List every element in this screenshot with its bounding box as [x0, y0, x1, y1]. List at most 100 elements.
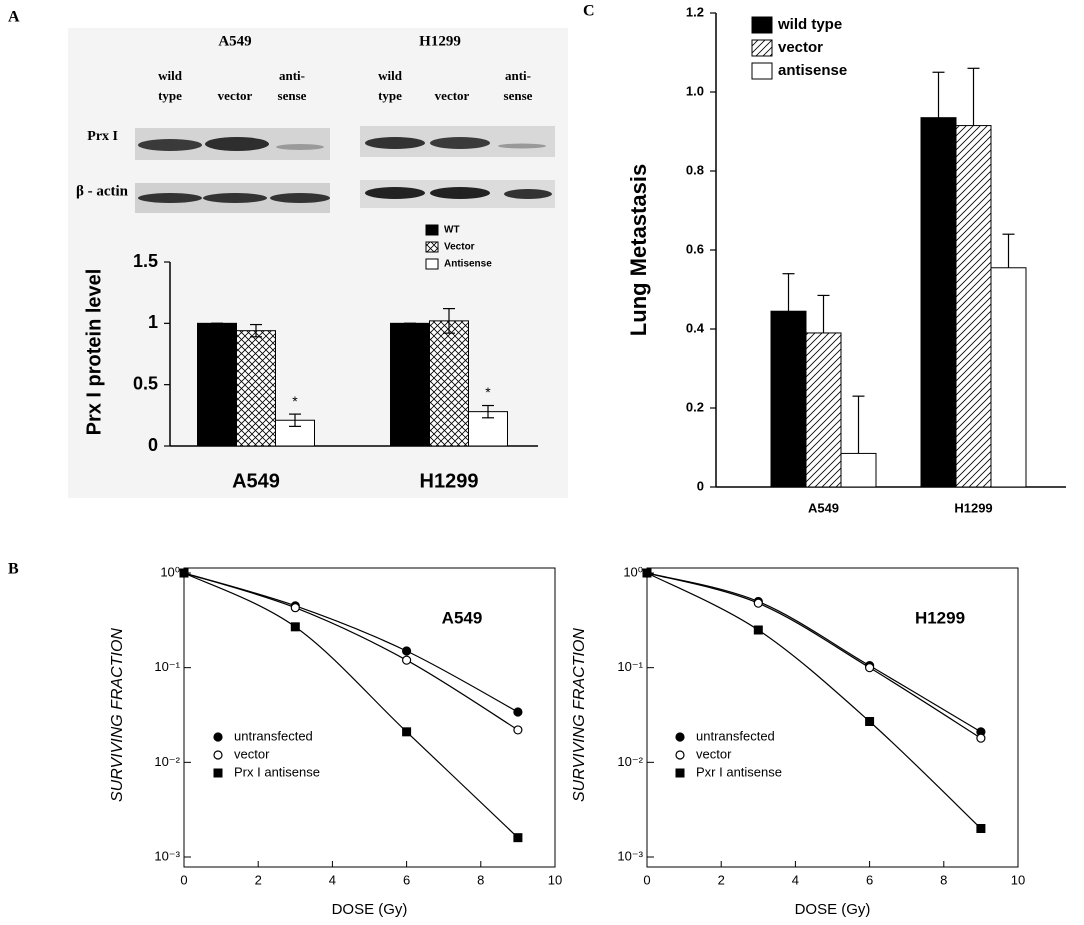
band: [270, 193, 330, 203]
bar: [390, 322, 430, 447]
legend-swatch: [751, 16, 773, 34]
lane-label: sense: [504, 88, 533, 103]
band: [138, 139, 202, 151]
marker: [290, 603, 300, 613]
fit-line: [183, 572, 519, 839]
bar: [429, 320, 469, 447]
x-tick-label: 2: [718, 872, 725, 887]
y-tick-label: 1.2: [686, 4, 704, 19]
marker: [864, 663, 875, 673]
marker: [865, 716, 875, 726]
chart-title: A549: [442, 608, 483, 627]
panel-label: B: [8, 561, 19, 578]
legend-swatch: [425, 258, 439, 270]
x-tick-label: 6: [866, 872, 873, 887]
legend-label: vector: [234, 746, 270, 761]
band: [203, 193, 267, 203]
band: [504, 189, 552, 199]
y-tick-label: 10⁰: [623, 564, 643, 579]
y-tick-label: 10⁻¹: [617, 659, 643, 674]
marker: [179, 568, 189, 578]
x-tick-label: H1299: [420, 470, 479, 492]
legend-marker: [675, 768, 685, 778]
x-tick-label: H1299: [954, 500, 992, 515]
band: [365, 187, 425, 199]
x-tick-label: 10: [548, 872, 562, 887]
lane-label: sense: [278, 88, 307, 103]
annotation: *: [292, 393, 298, 409]
annotation: *: [485, 384, 491, 400]
y-tick-label: 1: [148, 312, 158, 332]
lane-label: type: [378, 88, 402, 103]
legend-label: antisense: [778, 62, 847, 79]
legend-label: vector: [696, 746, 732, 761]
protein-label: β - actin: [76, 183, 129, 199]
legend-swatch: [751, 39, 773, 57]
bar: [197, 322, 237, 447]
cell-label: A549: [218, 33, 251, 49]
legend-label: WT: [444, 225, 460, 236]
blot: Prx I β - actin: [76, 126, 555, 213]
y-axis-label: SURVIVING FRACTION: [109, 628, 126, 802]
marker: [513, 725, 523, 735]
band: [276, 144, 324, 150]
marker: [290, 622, 300, 632]
y-tick-label: 10⁻³: [154, 848, 180, 863]
legend-label: untransfected: [696, 728, 775, 743]
band: [498, 143, 546, 149]
legend-label: vector: [778, 39, 823, 56]
legend-marker: [213, 732, 223, 742]
y-axis-label: SURVIVING FRACTION: [571, 628, 588, 802]
y-tick-label: 10⁰: [160, 564, 180, 579]
legend-label: wild type: [777, 16, 842, 33]
legend-label: Pxr I antisense: [696, 764, 782, 779]
chart-title: H1299: [915, 608, 965, 627]
cell-label: H1299: [419, 33, 461, 49]
fit-line: [646, 572, 982, 829]
legend-marker: [675, 732, 685, 742]
y-tick-label: 1.0: [686, 83, 704, 98]
bar: [990, 267, 1027, 488]
band: [430, 137, 490, 149]
y-tick-label: 0.5: [133, 373, 158, 393]
y-tick-label: 10⁻³: [617, 848, 643, 863]
x-tick-label: 6: [403, 872, 410, 887]
bar: [920, 117, 957, 488]
bar: [770, 310, 807, 488]
x-tick-label: 4: [792, 872, 799, 887]
band: [365, 137, 425, 149]
fit-line: [646, 572, 982, 739]
plot-frame: [646, 567, 1019, 868]
panel-label: A: [8, 9, 20, 26]
x-tick-label: 10: [1011, 872, 1025, 887]
lane-label: vector: [435, 88, 470, 103]
x-tick-label: 2: [255, 872, 262, 887]
x-axis-label: DOSE (Gy): [332, 901, 408, 918]
x-tick-label: 0: [643, 872, 650, 887]
panel-label: C: [583, 3, 595, 20]
x-tick-label: 8: [477, 872, 484, 887]
lane-label: anti-: [279, 68, 305, 83]
lane-label: type: [158, 88, 182, 103]
lane-label: wild: [158, 68, 183, 83]
legend-swatch: [425, 241, 439, 253]
legend-label: untransfected: [234, 728, 313, 743]
y-tick-label: 10⁻²: [617, 754, 643, 769]
marker: [753, 625, 763, 635]
y-tick-label: 0: [697, 478, 704, 493]
band: [430, 187, 490, 199]
x-axis-label: DOSE (Gy): [795, 901, 871, 918]
band: [138, 193, 202, 203]
y-axis-label: Lung Metastasis: [626, 164, 651, 336]
y-axis-label: Prx I protein level: [83, 269, 105, 436]
legend-swatch: [751, 62, 773, 80]
protein-label: Prx I: [87, 129, 118, 144]
fit-line: [183, 572, 519, 731]
legend-label: Antisense: [444, 259, 492, 270]
marker: [976, 824, 986, 834]
fit-line: [646, 572, 982, 733]
x-tick-label: A549: [232, 470, 280, 492]
legend-marker: [213, 750, 223, 760]
x-tick-label: 4: [329, 872, 336, 887]
y-tick-label: 1.5: [133, 251, 158, 271]
